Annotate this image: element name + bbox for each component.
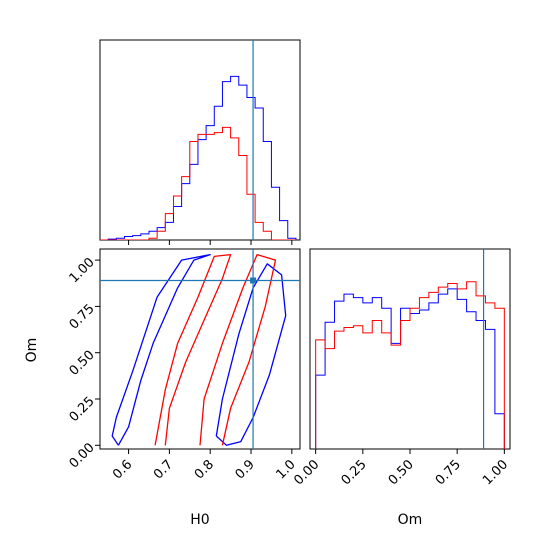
histogram-series-blue: [100, 75, 297, 240]
panel-contour-frame: [99, 248, 301, 450]
panel-hist-h0-frame: [99, 39, 301, 241]
x-tick-label: 0.25: [339, 457, 370, 488]
panel-contour-marks: 0.6 0.7 0.8 0.9 1.00.000.250.500.751.00: [67, 249, 300, 482]
x-tick-label: 0.75: [433, 457, 464, 488]
x-tick-label: 1.00: [480, 457, 511, 488]
y-tick-label: 0.75: [67, 301, 98, 332]
panel-hist-h0: [99, 39, 301, 245]
x-tick-label: 0.50: [386, 457, 417, 488]
histogram-series-red: [315, 281, 505, 449]
panel-hist-h0-marks: [100, 40, 297, 245]
x-tick-label: 0.00: [291, 457, 322, 488]
histogram-series-red: [100, 126, 296, 240]
y-tick-label: 0.00: [67, 440, 98, 471]
panel-hist-om: 0.00 0.25 0.50 0.75 1.00: [291, 248, 511, 488]
x-axis-label-om: Om: [398, 512, 423, 528]
hist-om-plot-area: [315, 249, 505, 449]
truth-marker: [250, 277, 257, 284]
contour-blue-level-1: [111, 253, 211, 446]
y-tick-label: 0.50: [67, 348, 98, 379]
panel-hist-om-marks: 0.00 0.25 0.50 0.75 1.00: [291, 249, 511, 488]
contour-plot-area: [100, 249, 300, 449]
y-axis-label-om: Om: [24, 338, 40, 363]
x-tick-label: 0.6: [110, 457, 135, 482]
y-tick-label: 1.00: [67, 255, 98, 286]
x-tick-label: 0.7: [151, 457, 176, 482]
x-axis-label-h0: H0: [190, 512, 209, 528]
y-tick-label: 0.25: [67, 394, 98, 425]
panel-hist-om-frame: [309, 248, 511, 450]
panel-contour-h0-om: 0.6 0.7 0.8 0.9 1.00.000.250.500.751.00: [67, 248, 301, 482]
x-tick-label: 0.9: [233, 457, 258, 482]
x-tick-label: 0.8: [192, 457, 217, 482]
hist-h0-plot-area: [100, 40, 297, 240]
contour-red-level-1: [154, 253, 232, 446]
contour-blue-level-2: [215, 263, 287, 446]
contour-red-level-2: [199, 253, 277, 446]
